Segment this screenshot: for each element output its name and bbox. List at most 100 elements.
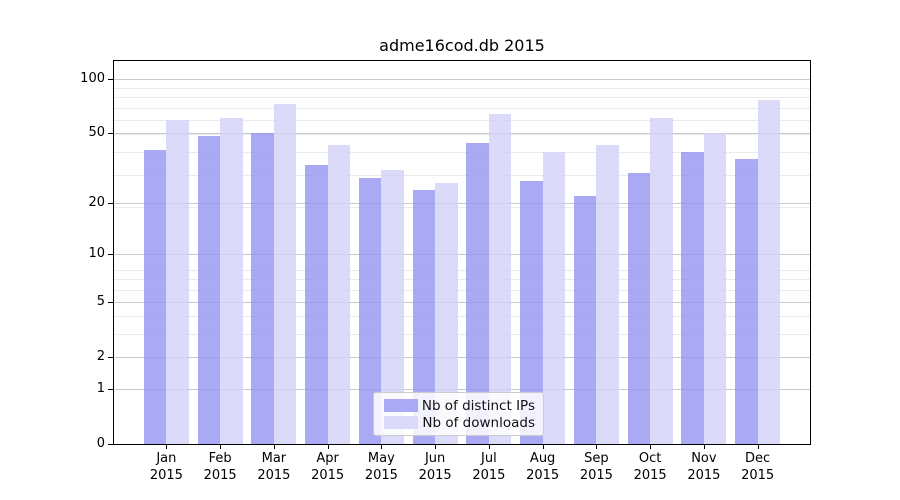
x-tick-jul	[488, 445, 490, 449]
y-tick-label-5: 5	[96, 294, 105, 310]
plot-area	[113, 60, 811, 445]
minor-gridline	[114, 134, 810, 136]
major-gridline-5	[114, 301, 810, 303]
y-tick-1	[108, 388, 113, 390]
minor-gridline	[114, 119, 810, 121]
x-tick-label-line: Jun	[424, 451, 446, 466]
bar-downloads-may	[381, 170, 404, 444]
y-tick-label-20: 20	[88, 195, 105, 211]
x-tick-label-line: 2015	[526, 468, 560, 483]
minor-gridline	[114, 151, 810, 153]
x-tick-may	[381, 445, 383, 449]
x-tick-label-line: Nov	[691, 451, 717, 466]
bar-ips-sep	[573, 196, 597, 444]
x-tick-label-sep: Sep 2015	[564, 450, 628, 484]
y-tick-2	[108, 356, 113, 358]
x-tick-label-line: 2015	[311, 468, 345, 483]
x-tick-label-line: Dec	[745, 451, 771, 466]
x-tick-jun	[435, 445, 437, 449]
bar-downloads-nov	[703, 133, 727, 444]
bar-ips-may	[358, 177, 382, 444]
x-tick-label-line: 2015	[687, 468, 721, 483]
x-tick-feb	[220, 445, 222, 449]
y-tick-20	[108, 202, 113, 204]
y-tick-label-50: 50	[88, 125, 105, 141]
x-tick-label-line: Sep	[584, 451, 609, 466]
x-tick-label-line: Oct	[638, 451, 662, 466]
bar-ips-dec	[735, 158, 758, 444]
x-tick-aug	[542, 445, 544, 449]
x-tick-label-line: 2015	[149, 468, 183, 483]
bar-downloads-jan	[166, 120, 189, 444]
x-tick-label-dec: Dec 2015	[726, 450, 790, 484]
y-tick-label-1: 1	[96, 381, 105, 397]
legend-swatch-distinct-ips	[384, 399, 418, 412]
bar-ips-aug	[520, 180, 543, 444]
x-tick-label-line: Jul	[481, 451, 497, 466]
x-tick-label-mar: Mar 2015	[242, 450, 306, 484]
y-tick-label-2: 2	[96, 349, 105, 365]
bar-downloads-mar	[273, 103, 297, 444]
x-tick-label-jan: Jan 2015	[134, 450, 198, 484]
bar-downloads-oct	[650, 117, 673, 444]
legend-label-downloads: Nb of downloads	[422, 414, 535, 431]
minor-gridline	[114, 269, 810, 271]
x-tick-label-line: 2015	[203, 468, 237, 483]
minor-gridline	[114, 206, 810, 208]
major-gridline-50	[114, 132, 810, 134]
x-tick-nov	[703, 445, 705, 449]
bar-downloads-jun	[435, 183, 458, 444]
x-tick-label-line: 2015	[364, 468, 398, 483]
major-gridline-1	[114, 388, 810, 390]
bar-ips-jun	[412, 189, 436, 444]
minor-gridline	[114, 87, 810, 89]
x-tick-label-nov: Nov 2015	[672, 450, 736, 484]
bar-ips-jan	[143, 150, 167, 444]
bar-ips-nov	[681, 152, 704, 444]
x-tick-label-line: May	[367, 451, 395, 466]
x-tick-label-feb: Feb 2015	[188, 450, 252, 484]
y-tick-5	[108, 301, 113, 303]
bar-downloads-aug	[542, 152, 566, 444]
x-tick-label-jun: Jun 2015	[403, 450, 467, 484]
x-tick-label-line: 2015	[257, 468, 291, 483]
minor-gridline	[114, 289, 810, 291]
major-gridline-10	[114, 253, 810, 255]
bar-downloads-feb	[220, 117, 243, 444]
legend: Nb of distinct IPs Nb of downloads	[373, 392, 544, 436]
legend-swatch-downloads	[384, 416, 418, 429]
legend-label-distinct-ips: Nb of distinct IPs	[421, 397, 535, 414]
x-tick-label-line: Mar	[261, 451, 287, 466]
bar-ips-mar	[251, 133, 274, 444]
x-tick-label-jul: Jul 2015	[457, 450, 521, 484]
x-tick-label-oct: Oct 2015	[618, 450, 682, 484]
x-tick-label-line: Aug	[529, 451, 556, 466]
major-gridline-2	[114, 356, 810, 358]
y-tick-label-0: 0	[96, 436, 105, 451]
x-tick-oct	[650, 445, 652, 449]
y-tick-10	[108, 253, 113, 255]
x-tick-label-line: Apr	[316, 451, 339, 466]
major-gridline-100	[114, 78, 810, 80]
x-tick-label-line: 2015	[418, 468, 452, 483]
x-tick-label-line: 2015	[741, 468, 775, 483]
x-tick-label-line: 2015	[472, 468, 506, 483]
bar-ips-apr	[305, 165, 328, 444]
major-gridline-20	[114, 202, 810, 204]
y-tick-label-100: 100	[80, 71, 105, 87]
x-tick-mar	[273, 445, 275, 449]
minor-gridline	[114, 107, 810, 109]
bar-downloads-sep	[596, 144, 619, 444]
x-tick-label-line: Jan	[156, 451, 177, 466]
x-tick-label-line: 2015	[579, 468, 613, 483]
x-tick-sep	[596, 445, 598, 449]
chart-title: adme16cod.db 2015	[379, 36, 545, 55]
bar-downloads-apr	[327, 144, 351, 444]
bar-ips-jul	[466, 143, 489, 444]
minor-gridline	[114, 279, 810, 281]
legend-entry-downloads: Nb of downloads	[384, 415, 535, 431]
y-tick-100	[108, 78, 113, 80]
x-tick-label-apr: Apr 2015	[296, 450, 360, 484]
bar-ips-feb	[197, 136, 221, 444]
